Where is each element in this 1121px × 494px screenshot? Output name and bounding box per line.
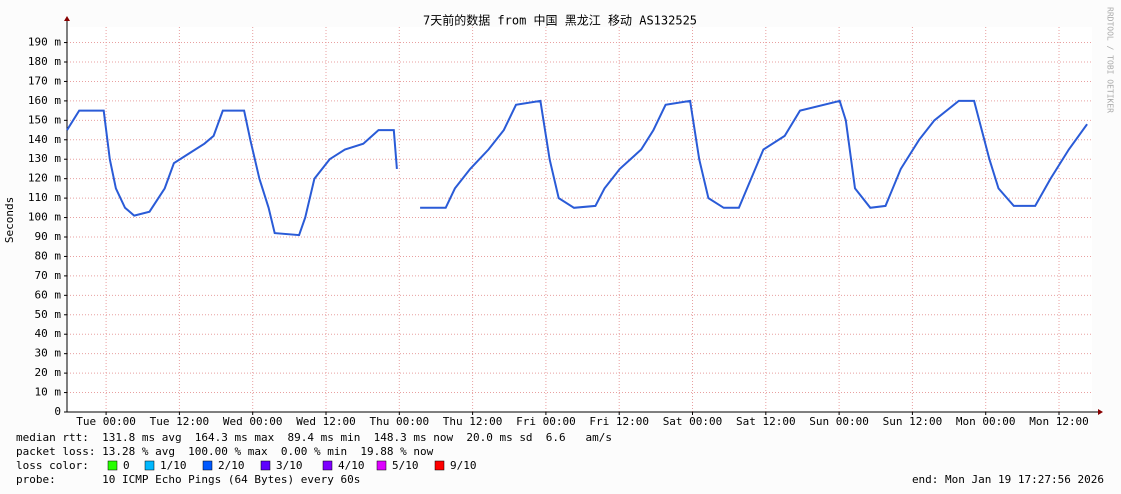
packet-loss: packet loss: 13.28 % avg 100.00 % max 0.…: [16, 445, 434, 458]
y-tick-label: 70 m: [35, 269, 62, 282]
x-tick-label: Mon 00:00: [956, 415, 1016, 428]
y-tick-label: 150 m: [28, 113, 61, 126]
x-tick-label: Tue 00:00: [76, 415, 136, 428]
y-tick-label: 130 m: [28, 152, 61, 165]
loss-label: 0: [123, 459, 130, 472]
x-tick-label: Fri 00:00: [516, 415, 576, 428]
median-line: [420, 99, 1088, 209]
y-tick-label: 50 m: [35, 308, 62, 321]
x-tick-label: Sat 12:00: [736, 415, 796, 428]
y-tick-label: 190 m: [28, 36, 61, 49]
y-tick-label: 80 m: [35, 249, 62, 262]
loss-swatch: [260, 460, 271, 471]
x-axis-arrow: [1098, 409, 1103, 415]
plot-area: [67, 27, 1092, 412]
loss-label: 4/10: [338, 459, 365, 472]
median-line: [66, 109, 398, 237]
y-tick-label: 140 m: [28, 133, 61, 146]
y-tick-label: 60 m: [35, 288, 62, 301]
probe: probe: 10 ICMP Echo Pings (64 Bytes) eve…: [16, 473, 360, 486]
y-tick-label: 120 m: [28, 172, 61, 185]
loss-label: 9/10: [450, 459, 477, 472]
y-tick-label: 180 m: [28, 55, 61, 68]
loss-label: 5/10: [392, 459, 419, 472]
y-tick-label: 0: [54, 405, 61, 418]
loss-swatch: [202, 460, 213, 471]
x-tick-label: Wed 12:00: [296, 415, 356, 428]
y-tick-label: 100 m: [28, 211, 61, 224]
loss-swatch: [144, 460, 155, 471]
x-tick-label: Thu 12:00: [443, 415, 503, 428]
x-tick-label: Sat 00:00: [663, 415, 723, 428]
y-tick-label: 170 m: [28, 74, 61, 87]
x-tick-label: Mon 12:00: [1029, 415, 1089, 428]
median-rtt: median rtt: 131.8 ms avg 164.3 ms max 89…: [16, 431, 612, 444]
loss-swatch: [107, 460, 118, 471]
watermark: RRDTOOL / TOBI OETIKER: [1106, 7, 1115, 113]
y-tick-label: 160 m: [28, 94, 61, 107]
loss-label: 1/10: [160, 459, 187, 472]
y-tick-label: 10 m: [35, 386, 62, 399]
loss-swatch: [322, 460, 333, 471]
x-tick-label: Thu 00:00: [369, 415, 429, 428]
y-tick-label: 40 m: [35, 327, 62, 340]
end-time: end: Mon Jan 19 17:27:56 2026: [912, 473, 1104, 486]
x-tick-label: Sun 00:00: [809, 415, 869, 428]
y-tick-label: 110 m: [28, 191, 61, 204]
loss-label: 2/10: [218, 459, 245, 472]
y-axis-arrow: [64, 16, 70, 21]
x-tick-label: Fri 12:00: [589, 415, 649, 428]
y-tick-label: 30 m: [35, 347, 62, 360]
x-tick-label: Wed 00:00: [223, 415, 283, 428]
loss-swatch: [376, 460, 387, 471]
y-tick-label: 20 m: [35, 366, 62, 379]
loss-label: 3/10: [276, 459, 303, 472]
loss-swatch: [434, 460, 445, 471]
y-tick-label: 90 m: [35, 230, 62, 243]
chart-title: 7天前的数据 from 中国 黑龙江 移动 AS132525: [423, 13, 697, 28]
x-tick-label: Tue 12:00: [150, 415, 210, 428]
y-axis-label: Seconds: [3, 197, 16, 243]
x-tick-label: Sun 12:00: [883, 415, 943, 428]
loss-color-label: loss color:: [16, 459, 89, 472]
